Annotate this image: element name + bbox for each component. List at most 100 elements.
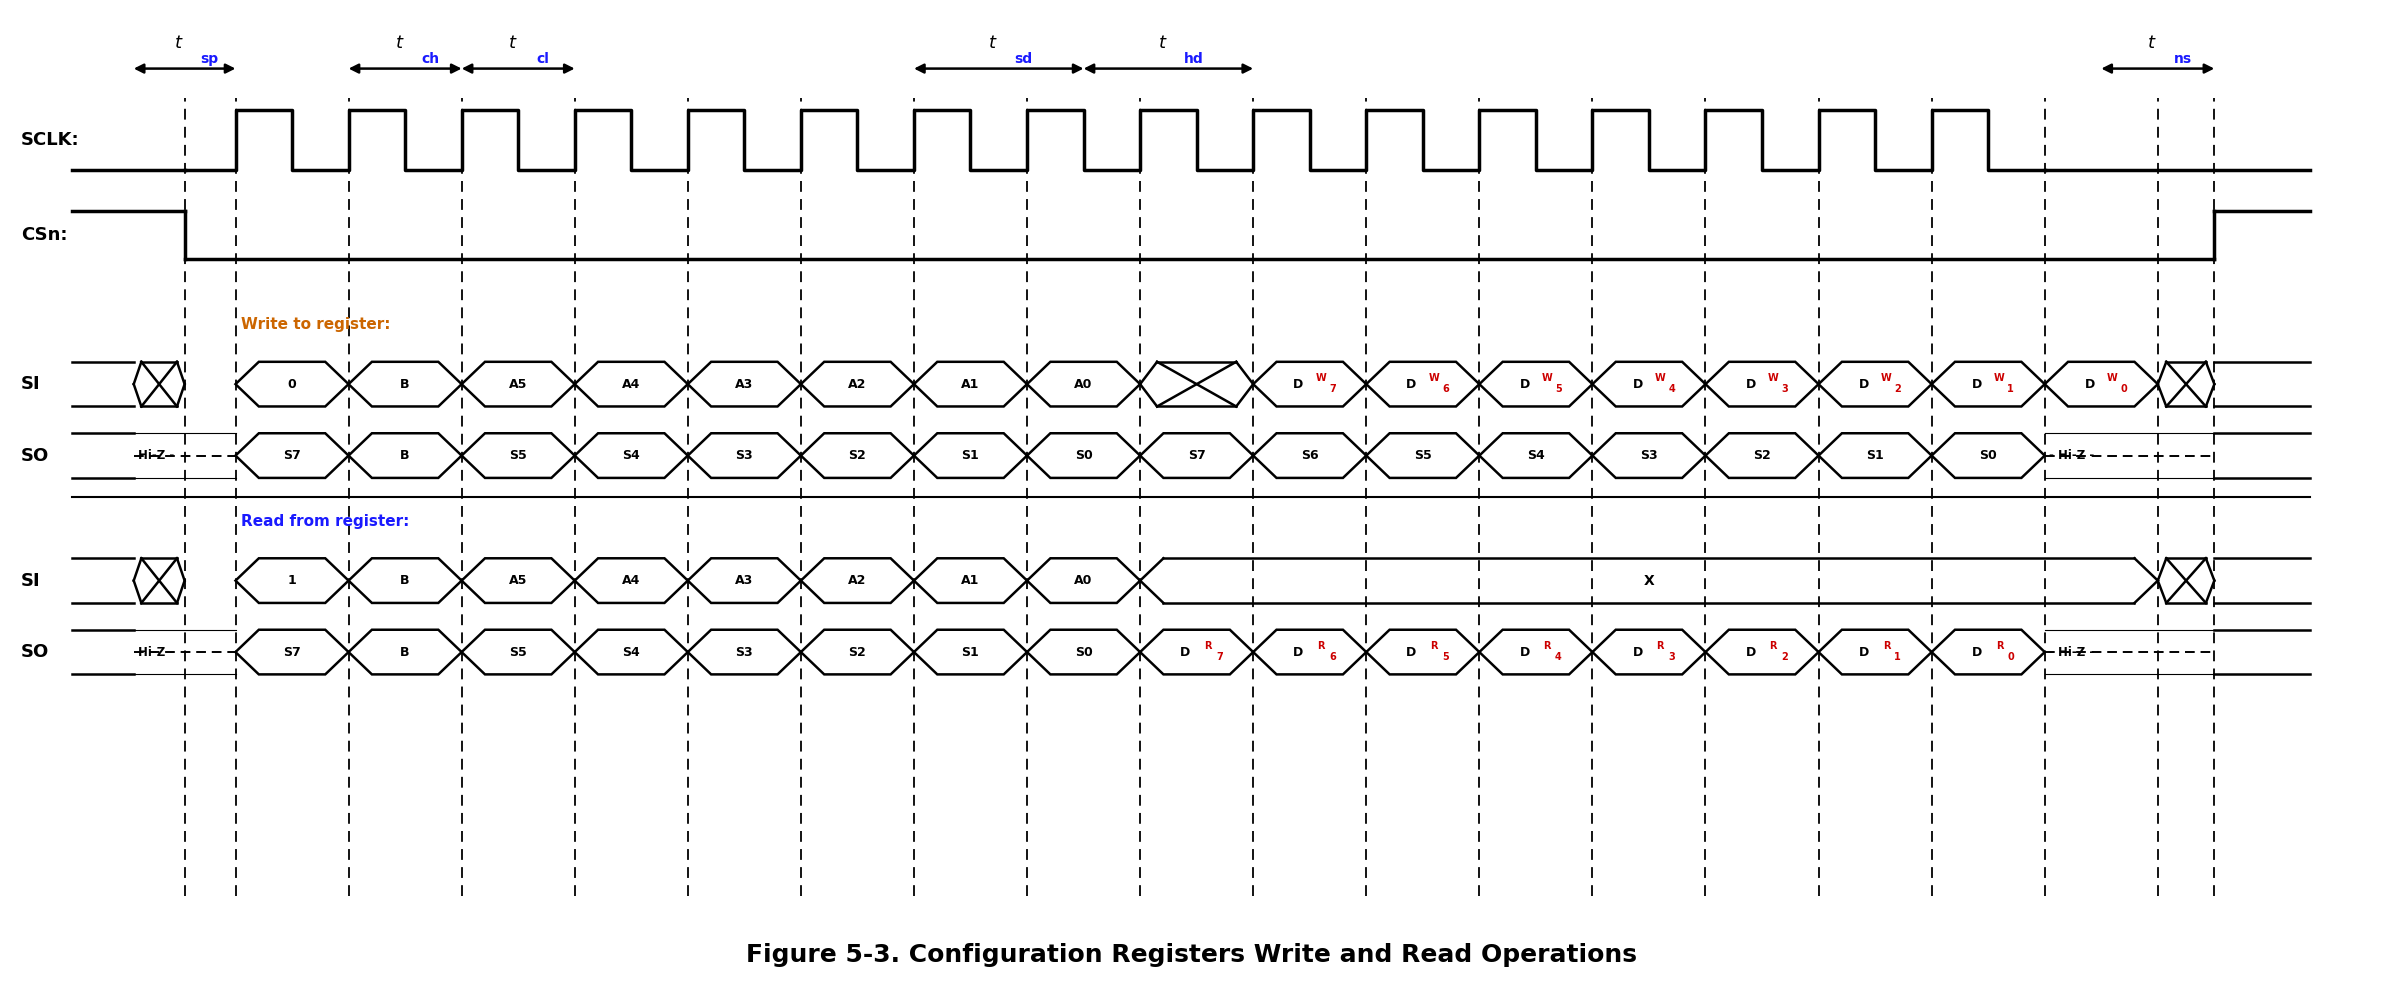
- Text: S0: S0: [1074, 645, 1093, 659]
- Text: Hi-Z -: Hi-Z -: [138, 449, 174, 463]
- Polygon shape: [1253, 433, 1367, 478]
- Polygon shape: [236, 361, 348, 407]
- Text: ns: ns: [2175, 52, 2191, 66]
- Text: SO: SO: [21, 643, 50, 661]
- Text: hd: hd: [1184, 52, 1203, 66]
- Text: A3: A3: [736, 378, 753, 391]
- Text: W: W: [2108, 373, 2118, 383]
- Polygon shape: [1932, 629, 2044, 675]
- Text: Write to register:: Write to register:: [241, 317, 391, 332]
- Text: D: D: [1746, 645, 1756, 659]
- Polygon shape: [1367, 629, 1479, 675]
- Polygon shape: [574, 629, 688, 675]
- Text: D: D: [1293, 378, 1303, 391]
- Polygon shape: [1367, 361, 1479, 407]
- Polygon shape: [915, 361, 1027, 407]
- Polygon shape: [1932, 361, 2044, 407]
- Polygon shape: [1141, 629, 1253, 675]
- Text: 7: 7: [1329, 384, 1336, 394]
- Text: R: R: [1655, 641, 1665, 651]
- Text: sp: sp: [200, 52, 219, 66]
- Text: R: R: [1317, 641, 1324, 651]
- Text: Hi-Z -: Hi-Z -: [138, 645, 174, 659]
- Polygon shape: [688, 559, 800, 603]
- Text: 6: 6: [1441, 384, 1448, 394]
- Text: $t$: $t$: [989, 34, 998, 52]
- Polygon shape: [1027, 629, 1141, 675]
- Text: S2: S2: [848, 645, 867, 659]
- Text: S1: S1: [1865, 449, 1884, 463]
- Text: R: R: [1544, 641, 1551, 651]
- Polygon shape: [1367, 433, 1479, 478]
- Text: S0: S0: [1979, 449, 1996, 463]
- Text: A0: A0: [1074, 574, 1093, 587]
- Text: Read from register:: Read from register:: [241, 514, 410, 528]
- Text: D: D: [2084, 378, 2096, 391]
- Polygon shape: [1932, 433, 2044, 478]
- Text: - Hi-Z -: - Hi-Z -: [2049, 449, 2094, 463]
- Text: D: D: [1972, 645, 1982, 659]
- Text: D: D: [1520, 378, 1529, 391]
- Polygon shape: [1594, 361, 1706, 407]
- Text: W: W: [1994, 373, 2006, 383]
- Text: 1: 1: [288, 574, 295, 587]
- Text: A1: A1: [962, 574, 979, 587]
- Polygon shape: [1706, 433, 1817, 478]
- Text: R: R: [1996, 641, 2003, 651]
- Text: A3: A3: [736, 574, 753, 587]
- Text: 4: 4: [1555, 652, 1563, 662]
- Text: D: D: [1858, 645, 1870, 659]
- Text: S3: S3: [736, 645, 753, 659]
- Text: Figure 5-3. Configuration Registers Write and Read Operations: Figure 5-3. Configuration Registers Writ…: [746, 944, 1636, 967]
- Text: 1: 1: [2008, 384, 2015, 394]
- Text: A2: A2: [848, 574, 867, 587]
- Polygon shape: [800, 559, 915, 603]
- Text: S7: S7: [1189, 449, 1205, 463]
- Text: S0: S0: [1074, 449, 1093, 463]
- Text: - Hi-Z -: - Hi-Z -: [2049, 645, 2094, 659]
- Text: S4: S4: [1527, 449, 1546, 463]
- Text: 0: 0: [288, 378, 295, 391]
- Polygon shape: [1594, 433, 1706, 478]
- Polygon shape: [348, 433, 462, 478]
- Text: D: D: [1632, 645, 1644, 659]
- Text: S1: S1: [962, 645, 979, 659]
- Text: D: D: [1972, 378, 1982, 391]
- Text: B: B: [400, 645, 410, 659]
- Text: sd: sd: [1015, 52, 1034, 66]
- Text: S5: S5: [1415, 449, 1432, 463]
- Text: S4: S4: [622, 449, 641, 463]
- Text: W: W: [1315, 373, 1327, 383]
- Polygon shape: [688, 361, 800, 407]
- Text: A5: A5: [510, 378, 526, 391]
- Text: SI: SI: [21, 375, 40, 393]
- Text: S7: S7: [283, 645, 300, 659]
- Text: SI: SI: [21, 572, 40, 589]
- Polygon shape: [1479, 629, 1594, 675]
- Text: 3: 3: [1667, 652, 1675, 662]
- Text: 2: 2: [1894, 384, 1901, 394]
- Polygon shape: [688, 629, 800, 675]
- Polygon shape: [915, 629, 1027, 675]
- Text: SCLK:: SCLK:: [21, 131, 79, 149]
- Text: 6: 6: [1329, 652, 1336, 662]
- Polygon shape: [1817, 433, 1932, 478]
- Text: D: D: [1179, 645, 1191, 659]
- Polygon shape: [348, 629, 462, 675]
- Text: $t$: $t$: [507, 34, 517, 52]
- Polygon shape: [1141, 433, 1253, 478]
- Text: W: W: [1429, 373, 1439, 383]
- Text: D: D: [1405, 645, 1417, 659]
- Text: 4: 4: [1667, 384, 1675, 394]
- Text: B: B: [400, 378, 410, 391]
- Text: S2: S2: [1753, 449, 1770, 463]
- Text: W: W: [1541, 373, 1553, 383]
- Text: 3: 3: [1782, 384, 1789, 394]
- Text: cl: cl: [536, 52, 550, 66]
- Text: 1: 1: [1894, 652, 1901, 662]
- Text: A4: A4: [622, 574, 641, 587]
- Text: B: B: [400, 574, 410, 587]
- Text: W: W: [1767, 373, 1779, 383]
- Polygon shape: [1253, 629, 1367, 675]
- Text: A4: A4: [622, 378, 641, 391]
